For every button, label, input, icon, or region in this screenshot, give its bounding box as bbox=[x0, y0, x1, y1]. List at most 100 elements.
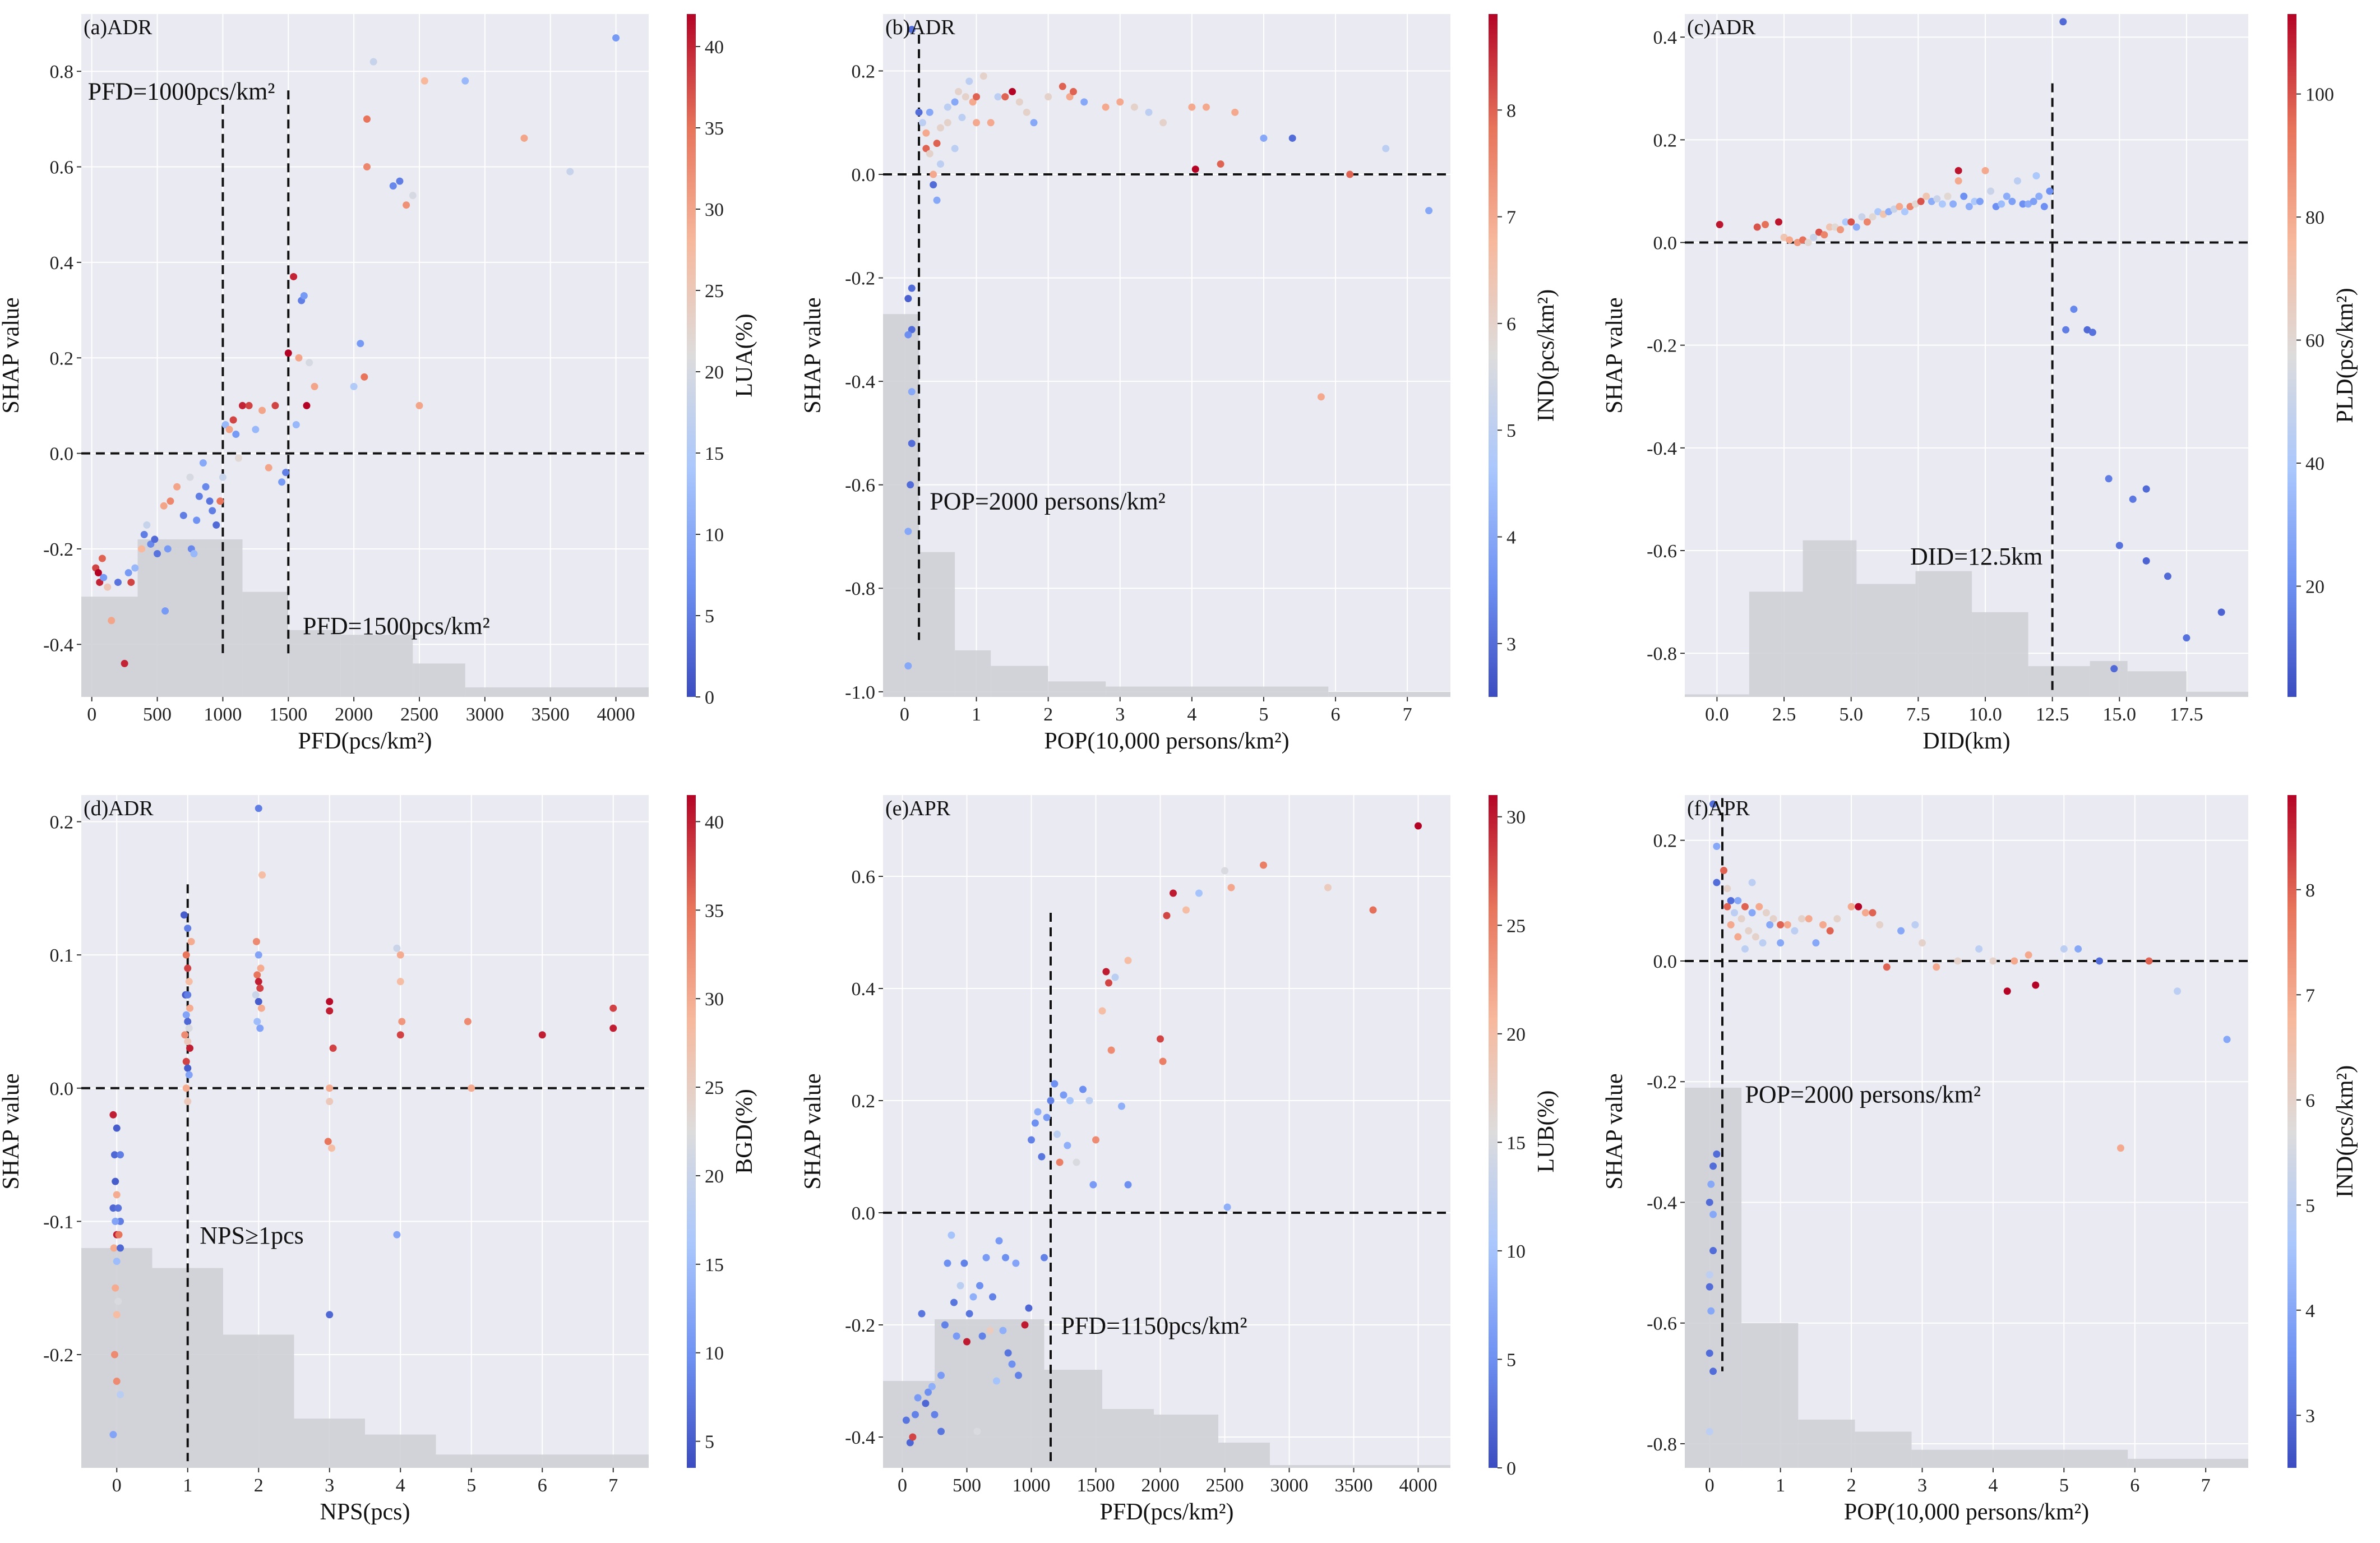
data-point bbox=[1826, 927, 1834, 935]
data-point bbox=[1876, 921, 1884, 928]
y-tick-label: 0.0 bbox=[1653, 233, 1677, 254]
colorbar-tick-label: 0 bbox=[1506, 1458, 1516, 1479]
x-tick-label: 1500 bbox=[1077, 1475, 1115, 1496]
hist-bar bbox=[883, 314, 919, 697]
panel-label: (d)ADR bbox=[84, 797, 154, 820]
colorbar-label: LUB(%) bbox=[1533, 1091, 1559, 1173]
data-point bbox=[185, 1071, 193, 1079]
data-point bbox=[326, 1311, 334, 1319]
y-axis-label: SHAP value bbox=[800, 1073, 826, 1189]
data-point bbox=[1317, 393, 1325, 401]
data-point bbox=[117, 1151, 124, 1159]
x-tick-label: 2 bbox=[1847, 1475, 1856, 1496]
data-point bbox=[180, 911, 188, 919]
data-point bbox=[1737, 915, 1745, 923]
hist-bar bbox=[242, 592, 289, 697]
data-point bbox=[1706, 1427, 1713, 1435]
data-point bbox=[908, 26, 916, 34]
y-tick-label: 0.8 bbox=[50, 62, 74, 82]
data-point bbox=[915, 108, 923, 116]
data-point bbox=[953, 1332, 960, 1340]
panel-c: DID=12.5km (c)ADR 0.0 2.5 5.0 7.5 10.0 12.5 15.0… bbox=[1602, 14, 2358, 754]
data-point bbox=[154, 549, 161, 557]
data-point bbox=[1170, 889, 1177, 897]
x-tick-label: 0 bbox=[112, 1475, 122, 1496]
data-point bbox=[965, 77, 973, 85]
data-point bbox=[2032, 981, 2040, 989]
y-tick-label: 0.0 bbox=[1653, 951, 1677, 972]
hist-bar bbox=[1685, 694, 1749, 697]
data-point bbox=[124, 569, 132, 577]
data-point bbox=[1833, 915, 1841, 923]
data-point bbox=[115, 1231, 123, 1239]
data-point bbox=[2070, 306, 2078, 313]
x-tick-labels: 0 1 2 3 4 5 6 7 bbox=[900, 697, 1412, 725]
hist-bar bbox=[935, 1319, 1045, 1468]
colorbar: 3 4 5 6 7 8 IND(pcs/km²) bbox=[2287, 795, 2358, 1468]
data-point bbox=[363, 115, 371, 123]
x-tick-label: 3500 bbox=[532, 704, 570, 725]
data-point bbox=[1786, 236, 1794, 244]
data-point bbox=[1734, 933, 1742, 941]
data-point bbox=[1798, 915, 1806, 923]
data-point bbox=[1734, 897, 1742, 904]
data-point bbox=[928, 1383, 936, 1390]
colorbar: 3 4 5 6 7 8 IND(pcs/km²) bbox=[1489, 14, 1559, 697]
data-point bbox=[1188, 103, 1196, 111]
data-point bbox=[1001, 93, 1009, 101]
data-point bbox=[1861, 909, 1869, 917]
hist-bar bbox=[1270, 1465, 1450, 1468]
x-axis-label: DID(km) bbox=[1923, 728, 2010, 754]
x-tick-label: 500 bbox=[953, 1475, 981, 1496]
colorbar-tick-label: 15 bbox=[705, 1255, 724, 1276]
data-point bbox=[1415, 822, 1422, 830]
y-tick-label: -0.2 bbox=[1647, 1072, 1677, 1093]
x-tick-label: 3000 bbox=[466, 704, 504, 725]
shap-points bbox=[902, 822, 1422, 1447]
x-tick-label: 1 bbox=[972, 704, 981, 725]
hist-bar bbox=[2028, 666, 2090, 697]
hist-bar bbox=[2186, 691, 2248, 697]
data-point bbox=[930, 170, 937, 178]
data-point bbox=[955, 87, 963, 95]
data-point bbox=[2011, 957, 2018, 965]
y-axis-label: SHAP value bbox=[0, 297, 24, 413]
data-point bbox=[326, 1007, 334, 1015]
hist-bar bbox=[365, 1434, 436, 1468]
data-point bbox=[292, 421, 300, 429]
x-tick-label: 3 bbox=[1115, 704, 1125, 725]
data-point bbox=[958, 114, 966, 122]
colorbar-gradient bbox=[2287, 795, 2296, 1468]
data-point bbox=[195, 492, 203, 500]
data-point bbox=[369, 58, 377, 66]
shap-points bbox=[92, 34, 620, 667]
data-point bbox=[609, 1004, 617, 1012]
data-point bbox=[1759, 939, 1767, 947]
data-point bbox=[1855, 903, 1863, 911]
data-point bbox=[1976, 197, 1984, 205]
data-point bbox=[1810, 233, 1818, 241]
threshold-annotation: POP=2000 persons/km² bbox=[1745, 1081, 1981, 1108]
data-point bbox=[182, 951, 190, 959]
y-tick-label: -0.4 bbox=[845, 1427, 875, 1448]
y-tick-label: 0.6 bbox=[852, 867, 876, 888]
data-point bbox=[1949, 200, 1957, 208]
data-point bbox=[1713, 1150, 1721, 1158]
data-point bbox=[167, 497, 174, 505]
data-point bbox=[926, 108, 933, 116]
data-point bbox=[951, 98, 959, 106]
shap-points bbox=[109, 805, 617, 1439]
data-point bbox=[1324, 884, 1332, 891]
data-point bbox=[989, 1293, 996, 1301]
data-point bbox=[112, 1177, 119, 1185]
data-point bbox=[104, 583, 112, 591]
data-point bbox=[951, 145, 959, 153]
data-point bbox=[1933, 195, 1941, 203]
hist-bar bbox=[1855, 1431, 1912, 1468]
data-point bbox=[1163, 912, 1171, 920]
y-tick-label: -0.2 bbox=[1647, 336, 1677, 357]
threshold-annotation: PFD=1500pcs/km² bbox=[303, 612, 490, 640]
data-point bbox=[1043, 1114, 1051, 1121]
x-axis-label: POP(10,000 persons/km²) bbox=[1844, 1499, 2089, 1525]
